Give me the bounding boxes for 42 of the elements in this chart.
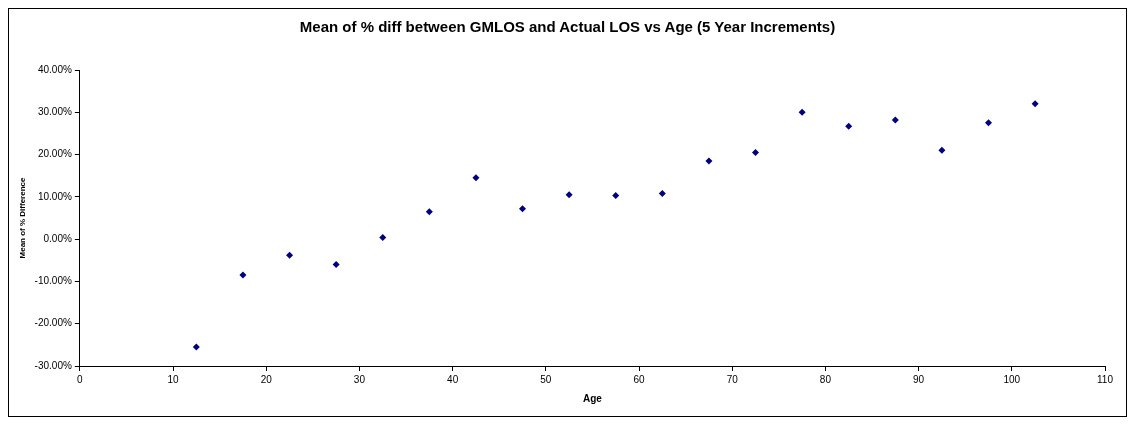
chart-title: Mean of % diff between GMLOS and Actual LOS vs Age (5 Year Increments) [298,17,837,36]
point [239,271,247,279]
point [891,116,899,124]
y-tick-label: 40.00% [37,63,72,75]
x-tick-label: 100 [1003,373,1021,385]
x-tick-label: 80 [819,373,832,385]
y-tick-label: 30.00% [37,106,72,118]
x-axis-title: Age [582,392,603,404]
point [658,189,666,197]
x-tick-label: 40 [447,373,459,385]
point [938,146,946,154]
point [332,261,340,269]
point [612,192,620,200]
point [798,108,806,116]
point [752,148,760,156]
point [565,191,573,199]
point [705,157,713,165]
point [985,119,993,127]
point [379,233,387,241]
point [845,122,853,130]
y-tick-label: 0.00% [43,232,72,244]
y-tick-label: -10.00% [34,275,72,287]
x-tick-label: 20 [260,373,273,385]
x-tick-label: 10 [167,373,180,385]
y-tick-label: -30.00% [34,359,72,371]
y-axis-title: Mean of % Difference [18,177,27,259]
y-tick-label: 10.00% [37,190,72,202]
y-tick-label: 20.00% [37,148,72,160]
x-tick-label: 70 [726,373,739,385]
y-tick-label: -20.00% [34,317,72,329]
point [425,208,433,216]
x-tick-label: 30 [353,373,366,385]
x-tick-label: 0 [77,373,84,385]
x-tick-label: 60 [633,373,646,385]
point [1031,100,1039,108]
point [192,343,200,351]
point [472,174,480,182]
point [519,205,527,213]
x-tick-label: 110 [1097,373,1114,385]
x-tick-label: 50 [540,373,552,385]
point [286,251,294,259]
x-tick-label: 90 [913,373,925,385]
